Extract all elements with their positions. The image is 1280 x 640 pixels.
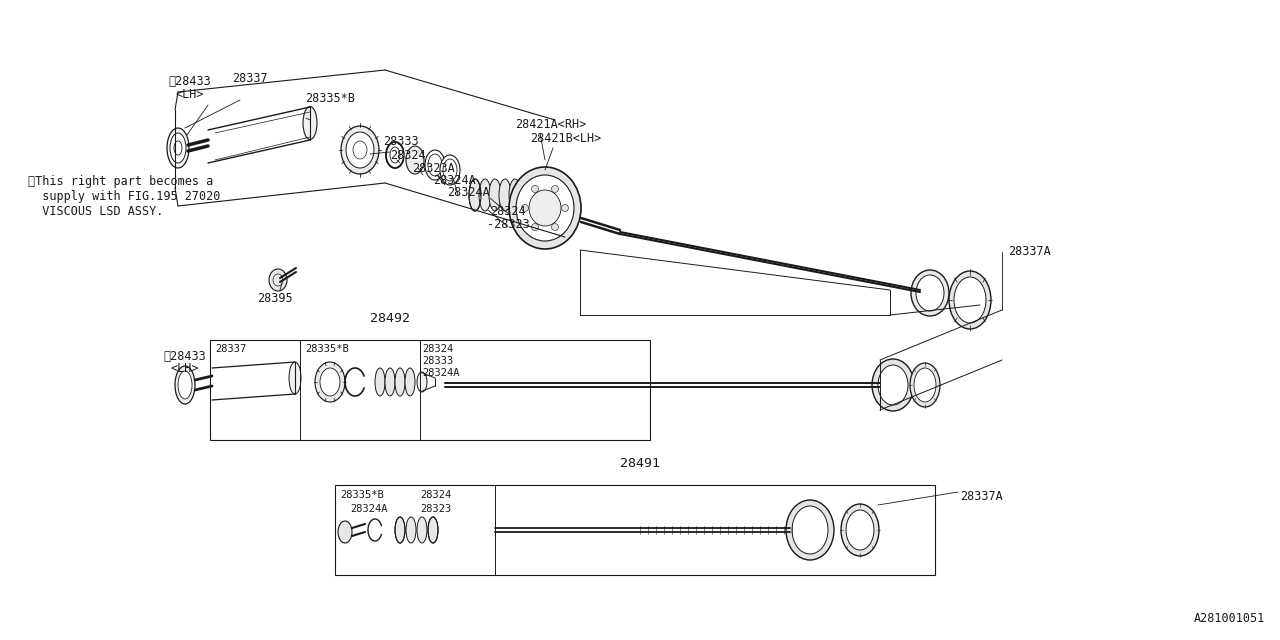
Ellipse shape bbox=[440, 155, 460, 185]
Ellipse shape bbox=[841, 504, 879, 556]
Text: 28337: 28337 bbox=[215, 344, 246, 354]
Ellipse shape bbox=[516, 175, 573, 241]
Ellipse shape bbox=[406, 146, 424, 174]
Ellipse shape bbox=[954, 277, 986, 323]
Ellipse shape bbox=[509, 167, 581, 249]
Ellipse shape bbox=[170, 133, 186, 163]
Bar bbox=[210, 340, 650, 440]
Text: 28335*B: 28335*B bbox=[305, 344, 348, 354]
Text: 28324: 28324 bbox=[390, 149, 426, 162]
Ellipse shape bbox=[315, 362, 346, 402]
Ellipse shape bbox=[562, 205, 568, 211]
Ellipse shape bbox=[303, 106, 317, 140]
Text: 28492: 28492 bbox=[370, 312, 410, 325]
Ellipse shape bbox=[174, 141, 182, 155]
Text: 28323A: 28323A bbox=[412, 162, 454, 175]
Ellipse shape bbox=[489, 179, 500, 211]
Ellipse shape bbox=[417, 517, 428, 543]
Text: 28337: 28337 bbox=[232, 72, 268, 85]
Ellipse shape bbox=[387, 142, 404, 168]
Ellipse shape bbox=[269, 269, 287, 291]
Ellipse shape bbox=[396, 517, 404, 543]
Text: 28324A: 28324A bbox=[349, 504, 388, 514]
Text: ※28433: ※28433 bbox=[163, 350, 206, 363]
Bar bbox=[335, 485, 934, 575]
Text: <LH>: <LH> bbox=[175, 88, 204, 101]
Ellipse shape bbox=[916, 275, 945, 311]
Text: 28395: 28395 bbox=[257, 292, 293, 305]
Ellipse shape bbox=[846, 510, 874, 550]
Ellipse shape bbox=[175, 366, 195, 404]
Text: VISCOUS LSD ASSY.: VISCOUS LSD ASSY. bbox=[28, 205, 164, 218]
Ellipse shape bbox=[178, 371, 192, 399]
Ellipse shape bbox=[406, 517, 416, 543]
Ellipse shape bbox=[396, 368, 404, 396]
Ellipse shape bbox=[338, 521, 352, 543]
Ellipse shape bbox=[792, 506, 828, 554]
Text: 28335*B: 28335*B bbox=[340, 490, 384, 500]
Ellipse shape bbox=[552, 186, 558, 193]
Text: 28324A: 28324A bbox=[433, 174, 476, 187]
Ellipse shape bbox=[521, 205, 529, 211]
Ellipse shape bbox=[529, 190, 561, 226]
Text: 28337A: 28337A bbox=[960, 490, 1002, 503]
Ellipse shape bbox=[552, 223, 558, 230]
Text: supply with FIG.195 27020: supply with FIG.195 27020 bbox=[28, 190, 220, 203]
Text: 28324: 28324 bbox=[490, 205, 526, 218]
Ellipse shape bbox=[166, 128, 189, 168]
Text: A281001051: A281001051 bbox=[1194, 612, 1265, 625]
Text: 28335*B: 28335*B bbox=[305, 92, 355, 105]
Text: 28324A: 28324A bbox=[422, 368, 460, 378]
Ellipse shape bbox=[385, 368, 396, 396]
Ellipse shape bbox=[499, 179, 511, 211]
Ellipse shape bbox=[531, 186, 539, 193]
Ellipse shape bbox=[531, 223, 539, 230]
Text: ※This right part becomes a: ※This right part becomes a bbox=[28, 175, 214, 188]
Ellipse shape bbox=[425, 150, 445, 180]
Ellipse shape bbox=[320, 368, 340, 396]
Text: 28324A: 28324A bbox=[447, 186, 490, 199]
Ellipse shape bbox=[872, 359, 914, 411]
Text: -28323: -28323 bbox=[486, 218, 530, 231]
Text: 28337A: 28337A bbox=[1009, 245, 1051, 258]
Text: 28333: 28333 bbox=[422, 356, 453, 366]
Ellipse shape bbox=[786, 500, 835, 560]
Ellipse shape bbox=[911, 270, 948, 316]
Ellipse shape bbox=[509, 179, 521, 211]
Text: 28333: 28333 bbox=[383, 135, 419, 148]
Text: <LH>: <LH> bbox=[170, 362, 198, 375]
Ellipse shape bbox=[375, 368, 385, 396]
Ellipse shape bbox=[289, 362, 301, 394]
Text: 28324: 28324 bbox=[422, 344, 453, 354]
Ellipse shape bbox=[340, 126, 379, 174]
Text: 28421B<LH>: 28421B<LH> bbox=[530, 132, 602, 145]
Text: 28491: 28491 bbox=[620, 457, 660, 470]
Text: 28323: 28323 bbox=[420, 504, 452, 514]
Text: 28421A<RH>: 28421A<RH> bbox=[515, 118, 586, 131]
Ellipse shape bbox=[417, 372, 428, 392]
Text: ※28433: ※28433 bbox=[168, 75, 211, 88]
Ellipse shape bbox=[878, 365, 908, 405]
Ellipse shape bbox=[404, 368, 415, 396]
Ellipse shape bbox=[346, 132, 374, 168]
Ellipse shape bbox=[468, 179, 481, 211]
Ellipse shape bbox=[910, 363, 940, 407]
Ellipse shape bbox=[479, 179, 492, 211]
Ellipse shape bbox=[948, 271, 991, 329]
Ellipse shape bbox=[518, 179, 531, 211]
Ellipse shape bbox=[428, 517, 438, 543]
Ellipse shape bbox=[914, 368, 936, 402]
Text: 28324: 28324 bbox=[420, 490, 452, 500]
